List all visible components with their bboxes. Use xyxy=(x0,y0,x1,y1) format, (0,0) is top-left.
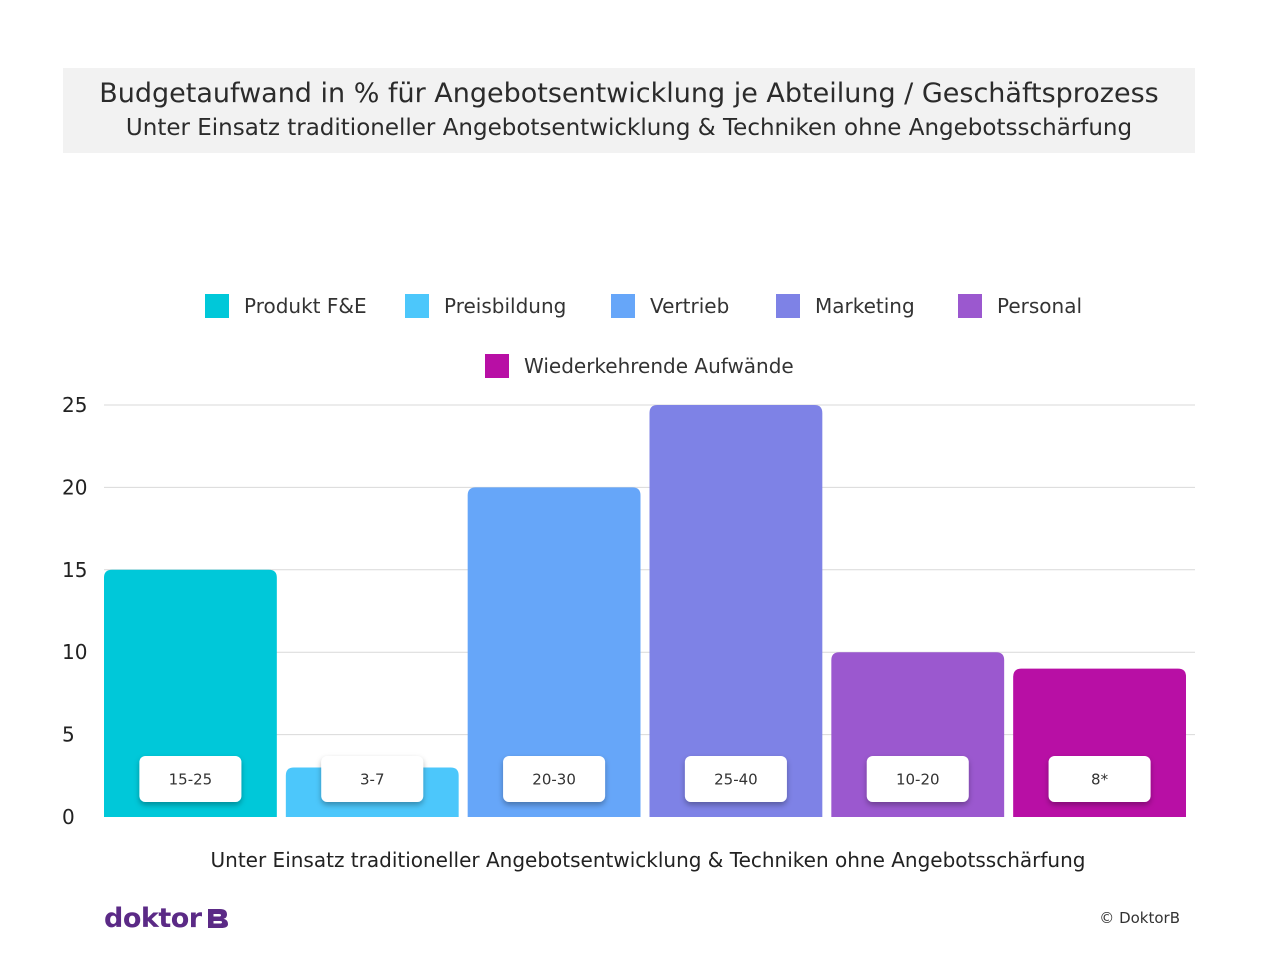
bar-value-label-box xyxy=(684,756,787,802)
legend-label: Produkt F&E xyxy=(244,294,367,318)
y-tick-label: 10 xyxy=(62,640,87,664)
bar-value-label-text: 25-40 xyxy=(714,771,758,789)
bar-value-label-text: 20-30 xyxy=(532,771,576,789)
bar-value-label: 20-30 xyxy=(503,756,606,802)
chart-title: Budgetaufwand in % für Angebotsentwicklu… xyxy=(99,78,1159,109)
copyright-notice: © DoktorB xyxy=(1099,909,1180,927)
legend-swatch xyxy=(405,294,429,318)
y-axis-ticks: 0 5 10 15 20 25 xyxy=(62,393,87,829)
legend-label: Personal xyxy=(997,294,1083,318)
legend-swatch xyxy=(205,294,229,318)
legend-item: Marketing xyxy=(776,292,915,320)
bar xyxy=(104,569,277,817)
bar-value-label-text: 10-20 xyxy=(896,771,940,789)
bar-value-label: 3-7 xyxy=(321,756,424,802)
doktorb-logo: doktor xyxy=(104,901,230,935)
legend-swatch xyxy=(776,294,800,318)
bar-value-label-text: 15-25 xyxy=(169,771,213,789)
bar xyxy=(649,405,823,817)
bar-value-label-box xyxy=(866,756,969,802)
data-labels: 15-25 3-7 20-30 25-40 10-20 8* xyxy=(139,756,1151,802)
bar-value-label: 10-20 xyxy=(866,756,969,802)
legend-label: Preisbildung xyxy=(444,294,567,318)
chart-subtitle: Unter Einsatz traditioneller Angebotsent… xyxy=(125,115,1133,141)
legend-swatch xyxy=(958,294,982,318)
y-tick-label: 20 xyxy=(62,475,87,499)
bar-value-label: 25-40 xyxy=(684,756,787,802)
y-tick-label: 25 xyxy=(62,393,87,417)
legend-item: Wiederkehrende Aufwände xyxy=(485,352,794,380)
legend-swatch xyxy=(485,354,509,378)
legend-label: Marketing xyxy=(815,294,915,318)
y-tick-label: 15 xyxy=(62,558,87,582)
doktorb-b-icon xyxy=(207,909,228,928)
legend-label: Vertrieb xyxy=(650,294,730,318)
bar-value-label: 8* xyxy=(1048,756,1151,802)
bar-value-label-text: 8* xyxy=(1091,771,1109,789)
x-axis-label: Unter Einsatz traditioneller Angebotsent… xyxy=(210,848,1086,872)
bar-value-label-box xyxy=(503,756,606,802)
y-tick-label: 5 xyxy=(62,723,75,747)
bars xyxy=(104,405,1186,817)
bar-value-label: 15-25 xyxy=(139,756,242,802)
legend-swatch xyxy=(611,294,635,318)
legend-item: Preisbildung xyxy=(405,292,566,320)
bar-value-label-box xyxy=(321,756,424,802)
legend-item: Personal xyxy=(958,292,1082,320)
logo-text: doktor xyxy=(104,902,202,934)
legend-label: Wiederkehrende Aufwände xyxy=(524,354,794,378)
bar-value-label-box xyxy=(139,756,242,802)
bar-value-label-text: 3-7 xyxy=(360,771,385,789)
chart-title-box: Budgetaufwand in % für Angebotsentwicklu… xyxy=(63,68,1195,153)
y-tick-label: 0 xyxy=(62,805,75,829)
bar xyxy=(467,487,641,817)
bar-value-label-box xyxy=(1048,756,1151,802)
legend-item: Produkt F&E xyxy=(205,292,367,320)
legend-item: Vertrieb xyxy=(611,292,729,320)
